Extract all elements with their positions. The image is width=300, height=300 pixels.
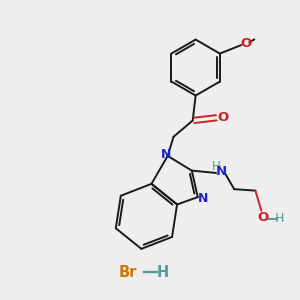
Text: H: H <box>212 160 220 173</box>
Text: N: N <box>161 148 171 161</box>
Text: N: N <box>198 192 208 206</box>
Text: O: O <box>217 110 228 124</box>
Text: H: H <box>156 265 169 280</box>
Text: N: N <box>216 165 227 178</box>
Text: O: O <box>257 211 269 224</box>
Text: H: H <box>275 212 284 225</box>
Text: O: O <box>240 37 251 50</box>
Text: Br: Br <box>119 265 137 280</box>
